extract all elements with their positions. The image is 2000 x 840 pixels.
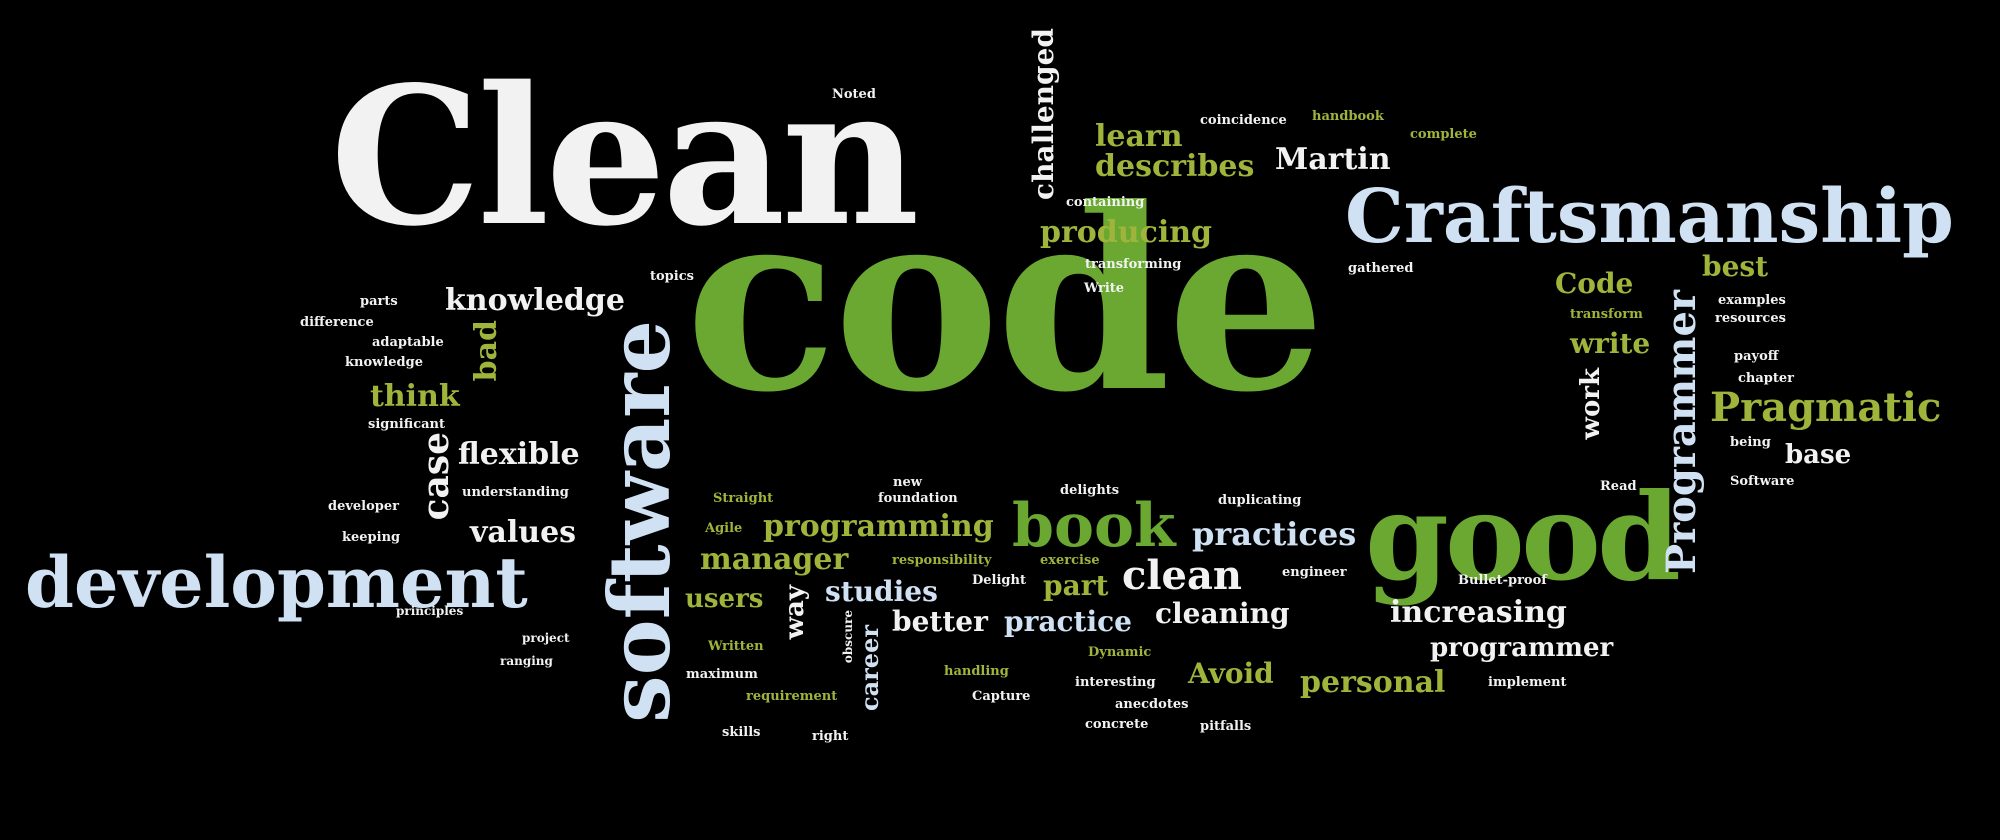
word-pragmatic: Pragmatic (1710, 384, 1942, 431)
word-capture: Capture (972, 689, 1031, 704)
word-skills: skills (722, 725, 761, 740)
word-flexible: flexible (458, 437, 580, 472)
word-understanding: understanding (462, 485, 569, 500)
word-interesting: interesting (1075, 675, 1156, 690)
word-resources: resources (1715, 311, 1786, 326)
word-implement: implement (1488, 675, 1567, 690)
word-base: base (1785, 440, 1852, 470)
word-principles: principles (396, 604, 464, 618)
word-cleaning: cleaning (1155, 597, 1290, 630)
word-write: write (1570, 327, 1651, 360)
word-topics: topics (650, 269, 694, 284)
word-bullet-proof: Bullet-proof (1458, 573, 1547, 588)
word-manager: manager (700, 542, 849, 577)
word-engineer: engineer (1282, 565, 1347, 580)
word-software: software (590, 320, 689, 723)
word-producing: producing (1040, 215, 1213, 250)
word-right: right (812, 729, 849, 744)
word-gathered: gathered (1348, 261, 1414, 276)
word-software-small: Software (1730, 474, 1795, 489)
word-learn: learn (1095, 119, 1183, 154)
word-personal: personal (1300, 665, 1446, 700)
word-dynamic: Dynamic (1088, 645, 1152, 660)
word-obscure: obscure (841, 610, 855, 664)
word-pitfalls: pitfalls (1200, 719, 1252, 734)
word-delight: Delight (972, 573, 1026, 588)
word-new: new (893, 475, 922, 490)
word-development: development (25, 541, 528, 624)
word-bad: bad (469, 320, 504, 382)
word-adaptable: adaptable (372, 335, 444, 350)
word-transforming: transforming (1085, 257, 1182, 272)
word-knowledge: knowledge (445, 283, 625, 318)
word-part: part (1043, 569, 1109, 602)
word-exercise: exercise (1040, 553, 1100, 568)
word-programming: programming (763, 509, 994, 544)
word-values: values (470, 515, 577, 550)
word-work: work (1576, 368, 1606, 440)
word-write-small: Write (1084, 281, 1125, 296)
word-think: think (370, 379, 460, 414)
word-handling: handling (944, 664, 1009, 679)
word-practice: practice (1004, 605, 1132, 638)
word-responsibility: responsibility (892, 553, 992, 568)
word-transform: transform (1570, 307, 1643, 322)
word-read: Read (1600, 479, 1637, 494)
word-career: career (855, 625, 884, 711)
word-craftsmanship: Craftsmanship (1345, 174, 1954, 260)
word-requirement: requirement (746, 689, 838, 704)
word-significant: significant (368, 417, 445, 432)
word-best: best (1702, 250, 1769, 283)
word-describes: describes (1095, 149, 1255, 184)
word-project: project (522, 631, 570, 645)
word-being: being (1730, 435, 1771, 450)
word-maximum: maximum (686, 667, 758, 682)
word-better: better (892, 605, 988, 638)
word-programmer-vertical: Programmer (1658, 290, 1705, 574)
word-martin: Martin (1275, 142, 1391, 177)
word-knowledge-small: knowledge (345, 355, 423, 370)
word-complete: complete (1410, 127, 1477, 142)
word-examples: examples (1718, 293, 1786, 308)
word-clean-small: clean (1122, 552, 1242, 599)
word-agile: Agile (705, 521, 743, 536)
word-foundation: foundation (878, 491, 958, 506)
word-duplicating: duplicating (1218, 493, 1302, 508)
word-containing: containing (1066, 195, 1145, 210)
word-users: users (685, 584, 764, 614)
word-coincidence: coincidence (1200, 113, 1287, 128)
word-case: case (415, 432, 457, 521)
word-increasing: increasing (1390, 595, 1567, 630)
word-named: Noted (832, 87, 876, 102)
word-chapter: chapter (1738, 371, 1795, 386)
word-straight: Straight (713, 491, 774, 506)
word-way: way (780, 585, 810, 640)
word-delights: delights (1060, 483, 1120, 498)
word-avoid: Avoid (1188, 657, 1274, 690)
word-programmer: programmer (1430, 633, 1614, 663)
word-studies: studies (825, 575, 938, 608)
word-code-small: Code (1555, 267, 1634, 300)
word-anecdotes: anecdotes (1115, 697, 1189, 712)
word-parts: parts (360, 294, 398, 309)
word-payoff: payoff (1734, 349, 1779, 364)
word-ranging: ranging (500, 654, 553, 668)
word-developer: developer (328, 499, 400, 514)
word-written: Written (708, 639, 764, 654)
word-handbook: handbook (1312, 109, 1384, 124)
word-practices: practices (1192, 515, 1357, 553)
word-good: good (1365, 467, 1681, 608)
word-code-large: code (685, 153, 1326, 447)
word-difference: difference (300, 315, 374, 330)
word-book: book (1012, 491, 1176, 561)
word-keeping: keeping (342, 530, 401, 545)
word-clean-large: Clean (330, 45, 920, 268)
word-concrete: concrete (1085, 717, 1149, 732)
word-challenged: challenged (1027, 28, 1060, 200)
